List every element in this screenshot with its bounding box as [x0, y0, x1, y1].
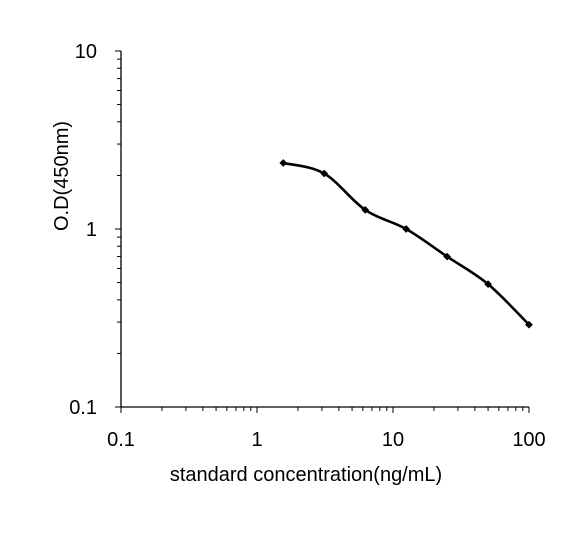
data-point [484, 280, 493, 289]
y-axis-label: O.D(450nm) [51, 121, 73, 231]
y-tick-label: 10 [75, 41, 97, 63]
data-point [361, 205, 370, 214]
series-layer [279, 158, 533, 329]
data-point [443, 252, 452, 261]
x-tick-label: 10 [382, 429, 404, 451]
data-point [402, 225, 411, 233]
y-tick-label: 1 [86, 219, 97, 241]
x-tick-label: 100 [512, 429, 545, 451]
y-tick-label: 0.1 [69, 397, 97, 419]
x-tick-label: 1 [251, 429, 262, 451]
x-tick-label: 0.1 [107, 429, 135, 451]
data-point [320, 169, 329, 178]
data-point [525, 320, 533, 329]
data-point [279, 158, 288, 167]
series-line [282, 161, 530, 326]
labels-layer: standard concentration(ng/mL) O.D(450nm) [51, 121, 442, 486]
x-axis-label: standard concentration(ng/mL) [170, 464, 442, 486]
axes: 0.1 1 10 100 0.1 1 10 [69, 41, 546, 451]
